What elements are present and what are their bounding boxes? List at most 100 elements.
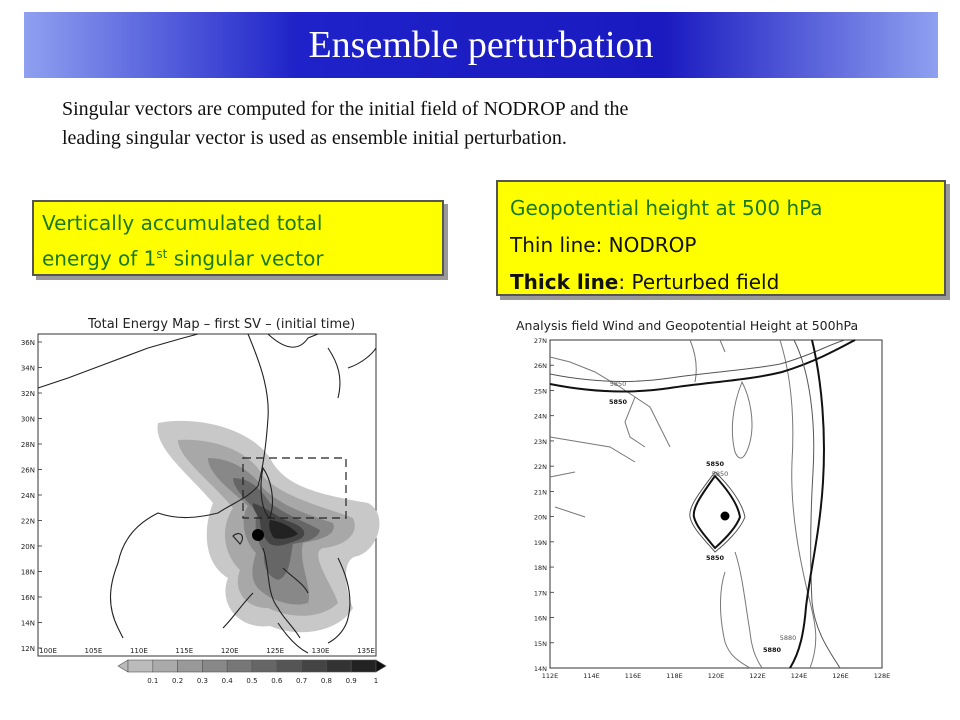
right-callout-line-2: Thin line: NODROP xyxy=(510,233,697,257)
colorbar-swatch xyxy=(301,659,327,673)
left-map-y-ticks: 36N 34N 32N 30N 28N 26N 24N 22N 20N 18N 16N 14N 12N xyxy=(21,339,42,653)
colorbar-swatch xyxy=(276,659,302,673)
target-box xyxy=(242,457,347,519)
colorbar-label: 0.1 xyxy=(147,677,158,685)
contour-label: 5850 xyxy=(609,398,628,406)
left-x-tick-label: 125E xyxy=(266,647,284,655)
slide-title: Ensemble perturbation xyxy=(308,24,654,66)
left-map-x-ticks: 100E 105E 110E 115E 120E 125E 130E 135E xyxy=(39,647,375,655)
left-y-tick-label: 24N xyxy=(21,492,35,500)
energy-level-6 xyxy=(269,520,298,539)
intro-line-2: leading singular vector is used as ensem… xyxy=(62,127,567,149)
colorbar-label: 0.7 xyxy=(296,677,307,685)
left-x-tick-label: 100E xyxy=(39,647,57,655)
contour-label: 5850 xyxy=(610,380,627,388)
left-x-tick-label: 115E xyxy=(175,647,193,655)
left-callout-line-2: energy of 1st singular vector xyxy=(42,239,434,275)
contour-labels: 5850 5850 5850 5850 5850 5880 5880 xyxy=(609,380,796,654)
left-y-tick-label: 18N xyxy=(21,569,35,577)
left-y-tick-label: 32N xyxy=(21,390,35,398)
right-callout-line-3-rest: : Perturbed field xyxy=(618,270,780,294)
left-y-tick-label: 14N xyxy=(21,620,35,628)
left-map-title: Total Energy Map – first SV – (initial t… xyxy=(87,317,355,332)
left-y-tick-label: 12N xyxy=(21,645,35,653)
right-map-y-ticks: 27N 26N 25N 24N 23N 22N 21N 20N 19N 18N 17N 16N 15N 1… xyxy=(534,337,554,673)
left-x-tick-label: 120E xyxy=(221,647,239,655)
colorbar-swatch xyxy=(152,659,178,673)
right-y-tick-label: 19N xyxy=(534,539,547,547)
colorbar-label: 0.8 xyxy=(321,677,332,685)
colorbar-swatch xyxy=(177,659,203,673)
geopotential-height-map: Analysis field Wind and Geopotential Hei… xyxy=(516,318,891,680)
colorbar-label: 0.2 xyxy=(172,677,183,685)
contour-label: 5850 xyxy=(706,460,725,468)
left-y-tick-label: 28N xyxy=(21,441,35,449)
left-callout-sup: st xyxy=(156,247,168,261)
colorbar-label: 1 xyxy=(374,677,378,685)
right-y-tick-label: 14N xyxy=(534,665,547,673)
right-y-tick-label: 16N xyxy=(534,615,547,623)
right-x-tick-label: 118E xyxy=(666,672,683,680)
left-y-tick-label: 36N xyxy=(21,339,35,347)
right-x-tick-label: 124E xyxy=(791,672,808,680)
right-map-title: Analysis field Wind and Geopotential Hei… xyxy=(516,318,858,333)
energy-shading xyxy=(157,420,380,633)
right-x-tick-label: 114E xyxy=(583,672,600,680)
left-x-tick-label: 105E xyxy=(85,647,103,655)
colorbar-label: 0.6 xyxy=(271,677,283,685)
storm-center-dot xyxy=(252,529,264,541)
right-x-tick-label: 122E xyxy=(749,672,766,680)
right-y-tick-label: 20N xyxy=(534,514,547,522)
right-x-tick-label: 116E xyxy=(625,672,642,680)
right-y-tick-label: 17N xyxy=(534,589,547,597)
left-y-tick-label: 22N xyxy=(21,518,35,526)
right-y-tick-label: 25N xyxy=(534,387,547,395)
colorbar-label: 0.3 xyxy=(197,677,208,685)
title-bar: Ensemble perturbation xyxy=(24,12,938,78)
right-callout: Geopotential height at 500 hPa Thin line… xyxy=(496,180,946,296)
right-y-tick-label: 21N xyxy=(534,488,547,496)
colorbar-swatch xyxy=(226,659,253,673)
right-map-frame xyxy=(549,339,883,669)
coastlines xyxy=(37,333,377,654)
left-callout-line-1: Vertically accumulated total xyxy=(42,211,323,235)
contour-label: 5880 xyxy=(780,634,797,642)
contour-label: 5850 xyxy=(706,554,725,562)
total-energy-map: Total Energy Map – first SV – (initial t… xyxy=(21,317,387,685)
right-y-tick-label: 27N xyxy=(534,337,547,345)
right-x-tick-label: 126E xyxy=(832,672,849,680)
right-y-tick-label: 24N xyxy=(534,413,547,421)
colorbar-swatch xyxy=(202,659,228,673)
colorbar-label: 0.5 xyxy=(246,677,257,685)
right-y-tick-label: 26N xyxy=(534,362,547,370)
right-y-tick-label: 23N xyxy=(534,438,547,446)
right-coastlines xyxy=(549,339,817,669)
left-x-tick-label: 130E xyxy=(312,647,330,655)
intro-line-1: Singular vectors are computed for the in… xyxy=(62,98,629,120)
left-y-tick-label: 26N xyxy=(21,467,35,475)
left-x-tick-label: 110E xyxy=(130,647,148,655)
geopotential-contours xyxy=(549,339,856,669)
right-y-tick-label: 15N xyxy=(534,640,547,648)
contour-label: 5850 xyxy=(712,470,729,478)
right-callout-line-1: Geopotential height at 500 hPa xyxy=(510,196,823,220)
colorbar-swatch xyxy=(127,659,154,673)
left-callout-line-2-post: singular vector xyxy=(167,246,324,271)
colorbar-label: 0.4 xyxy=(222,677,234,685)
right-y-tick-label: 18N xyxy=(534,564,547,572)
colorbar-label: 0.9 xyxy=(346,677,357,685)
left-y-tick-label: 16N xyxy=(21,594,35,602)
colorbar-swatch xyxy=(326,659,352,673)
left-x-tick-label: 135E xyxy=(357,647,375,655)
left-callout-line-2-pre: energy of 1 xyxy=(42,246,157,271)
colorbar-swatch xyxy=(350,659,377,673)
right-storm-center-dot xyxy=(720,511,730,521)
right-x-tick-label: 128E xyxy=(874,672,891,680)
left-y-tick-label: 30N xyxy=(21,416,35,424)
colorbar-swatch xyxy=(251,659,278,673)
right-callout-bold: Thick line xyxy=(510,270,619,294)
left-y-tick-label: 20N xyxy=(21,543,35,551)
colorbar: 0.1 0.2 0.3 0.4 0.5 0.6 0.7 0.8 0.9 1 xyxy=(117,659,387,685)
right-x-tick-label: 112E xyxy=(542,672,559,680)
left-callout: Vertically accumulated total energy of 1… xyxy=(32,200,444,276)
